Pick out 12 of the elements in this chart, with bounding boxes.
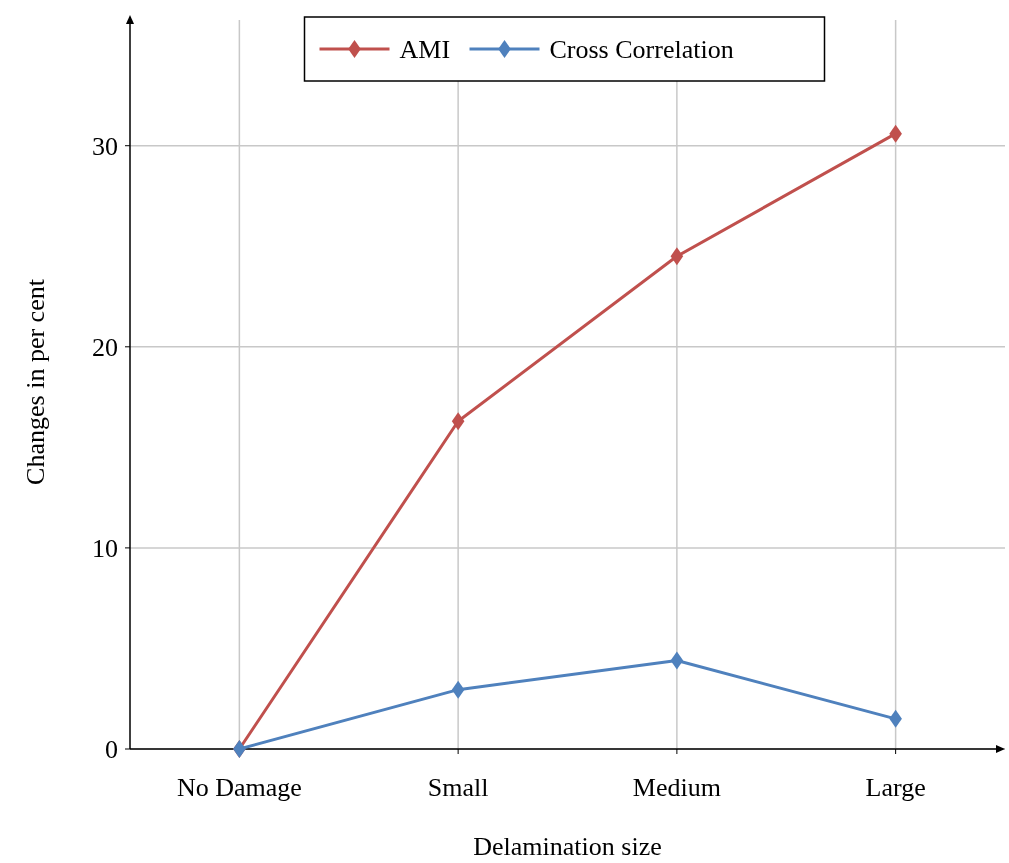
- y-tick-label: 30: [92, 131, 118, 161]
- x-tick-label: Medium: [632, 773, 721, 802]
- x-tick-label: Small: [427, 773, 489, 802]
- y-tick-label: 20: [92, 332, 118, 362]
- x-tick-label: Large: [865, 773, 926, 802]
- y-tick-label: 10: [92, 534, 118, 563]
- legend-label: Cross Correlation: [549, 35, 734, 65]
- x-axis-title: Delamination size: [473, 832, 662, 861]
- x-tick-label: No Damage: [176, 773, 302, 802]
- y-tick-label: 0: [105, 735, 118, 765]
- y-axis-title: Changes in per cent: [21, 278, 51, 485]
- legend-label: AMI: [399, 35, 451, 65]
